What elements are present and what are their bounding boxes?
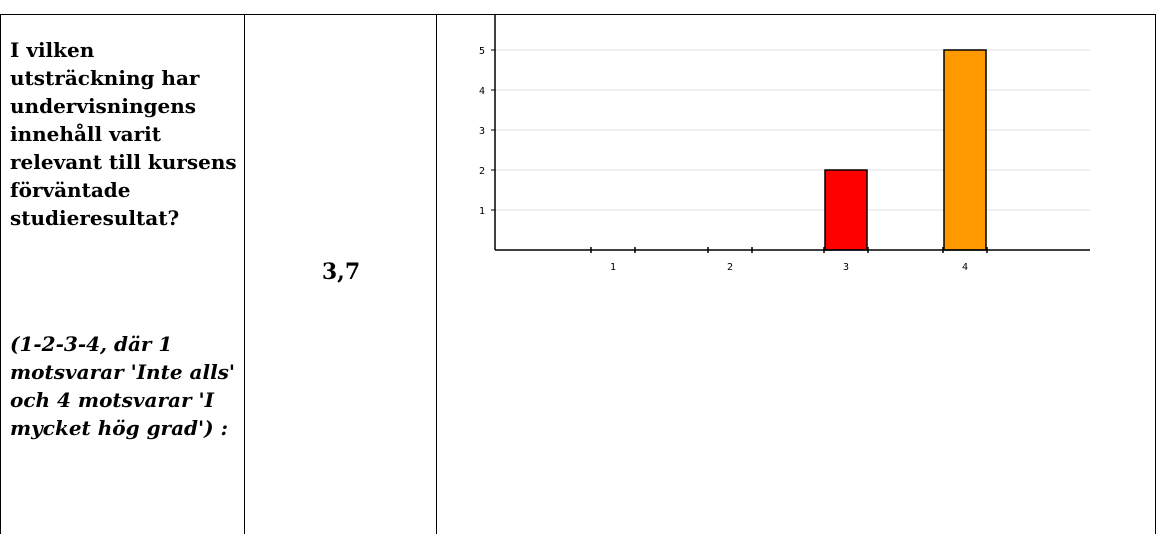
x-tick-label: 2 bbox=[727, 262, 733, 273]
bars bbox=[824, 49, 987, 251]
x-tick-label: 4 bbox=[962, 262, 968, 273]
x-tick-label: 3 bbox=[843, 262, 849, 273]
bar-chart: 1 2 3 4 5 1 2 3 4 bbox=[479, 14, 1090, 273]
y-tick-label: 2 bbox=[479, 166, 485, 177]
question-text: I vilken utsträckning har undervisningen… bbox=[10, 38, 237, 230]
column-divider bbox=[244, 14, 245, 534]
mean-score: 3,7 bbox=[321, 259, 361, 285]
y-tick-label: 4 bbox=[479, 86, 485, 97]
bar-3 bbox=[824, 169, 868, 251]
bar-4 bbox=[943, 49, 987, 251]
column-divider bbox=[436, 14, 437, 534]
evaluation-row: I vilken utsträckning har undervisningen… bbox=[0, 14, 1156, 534]
table-frame bbox=[0, 14, 1156, 534]
scale-note: (1-2-3-4, där 1 motsvarar 'Inte alls' oc… bbox=[10, 332, 236, 440]
y-tick-label: 1 bbox=[479, 206, 485, 217]
axes bbox=[491, 14, 1090, 253]
x-tick-label: 1 bbox=[610, 262, 616, 273]
y-tick-label: 5 bbox=[479, 46, 485, 57]
tick-labels: 1 2 3 4 5 1 2 3 4 bbox=[479, 46, 968, 273]
gridlines bbox=[495, 49, 1090, 211]
y-tick-label: 3 bbox=[479, 126, 485, 137]
